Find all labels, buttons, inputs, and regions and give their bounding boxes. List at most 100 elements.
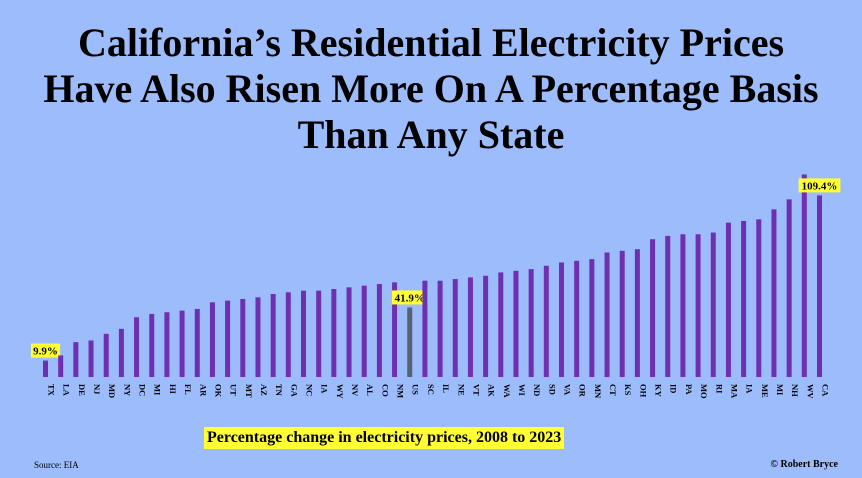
tick-label-nv-20: NV — [350, 384, 360, 397]
bar-sd-33 — [543, 265, 549, 377]
data-label-us: 41.9% — [391, 290, 428, 305]
chart-title: California’s Residential Electricity Pri… — [0, 20, 862, 158]
tick-label-nd-32: ND — [532, 384, 542, 396]
tick-label-ca-51: CA — [821, 384, 831, 397]
source-note: Source: EIA — [34, 460, 79, 470]
tick-label-ny-5: NY — [122, 384, 132, 396]
bar-wv-50 — [801, 174, 807, 377]
bar-pa-42 — [680, 234, 686, 377]
tick-label-al-21: AL — [365, 384, 375, 396]
svg-text:109.4%: 109.4% — [802, 180, 838, 192]
tick-label-wa-30: WA — [502, 384, 512, 399]
bar-md-4 — [103, 333, 109, 377]
tick-label-ia-18: IA — [320, 384, 330, 394]
tick-label-sd-33: SD — [547, 384, 557, 395]
bar-nv-20 — [346, 287, 352, 377]
tick-label-la-1: LA — [62, 384, 72, 397]
bar-nc-17 — [301, 290, 306, 377]
tick-label-de-2: DE — [77, 384, 87, 396]
tick-label-mo-43: MO — [699, 384, 709, 399]
bar-mi-48 — [771, 209, 777, 377]
tick-label-co-22: CO — [380, 384, 390, 397]
bar-ks-38 — [619, 250, 625, 377]
tick-label-or-35: OR — [578, 384, 588, 398]
bar-nd-32 — [528, 269, 534, 377]
title-line-1: California’s Residential Electricity Pri… — [77, 20, 785, 65]
tick-label-nh-49: NH — [790, 384, 800, 397]
data-label-tx: 9.9% — [30, 343, 61, 358]
bar-id-41 — [665, 235, 671, 377]
bar-wy-19 — [331, 289, 337, 377]
tick-label-pa-42: PA — [684, 384, 694, 396]
tick-label-fl-9: FL — [183, 384, 193, 395]
bar-ut-12 — [225, 300, 231, 377]
credit-note: © Robert Bryce — [770, 459, 838, 470]
bar-tx-0 — [43, 360, 48, 377]
tick-label-mi-7: MI — [153, 384, 163, 396]
bar-mt-13 — [240, 298, 246, 377]
tick-label-ks-38: KS — [623, 384, 633, 396]
tick-label-oh-39: OH — [638, 384, 648, 398]
bar-ma-45 — [725, 222, 731, 377]
bar-ct-37 — [604, 252, 610, 377]
data-label-ca: 109.4% — [798, 178, 841, 193]
tick-label-ok-11: OK — [213, 384, 223, 398]
bar-ca-51 — [817, 195, 822, 377]
chart-subtitle: Percentage change in electricity prices,… — [204, 427, 565, 449]
tick-label-dc-6: DC — [138, 384, 148, 396]
tick-label-nc-17: NC — [305, 384, 315, 396]
tick-label-ia-46: IA — [745, 384, 755, 394]
bar-oh-39 — [634, 249, 640, 377]
bar-mn-36 — [589, 259, 595, 377]
tick-label-hi-8: HI — [168, 384, 178, 395]
tick-label-va-34: VA — [563, 384, 573, 396]
bar-hi-8 — [164, 312, 170, 377]
tick-label-tx-0: TX — [47, 384, 57, 397]
tick-label-ut-12: UT — [229, 384, 239, 396]
tick-label-me-47: ME — [760, 384, 770, 398]
bar-us-24 — [407, 307, 413, 377]
tick-label-ct-37: CT — [608, 384, 618, 396]
bar-ny-5 — [118, 328, 124, 377]
bar-sc-25 — [422, 280, 428, 377]
tick-label-md-4: MD — [107, 384, 117, 398]
bar-mo-43 — [695, 234, 701, 377]
bar-il-26 — [437, 280, 443, 377]
bar-nj-3 — [88, 340, 94, 377]
bar-fl-9 — [179, 310, 185, 377]
bar-me-47 — [756, 219, 762, 377]
tick-label-il-26: IL — [441, 384, 451, 393]
bar-or-35 — [574, 260, 580, 377]
bar-de-2 — [73, 342, 79, 377]
bar-ri-44 — [710, 232, 716, 377]
bar-nm-23 — [392, 282, 398, 377]
tick-label-wi-31: WI — [517, 384, 527, 397]
bar-dc-6 — [134, 317, 140, 377]
tick-label-mt-13: MT — [244, 384, 254, 398]
tick-label-wy-19: WY — [335, 384, 345, 399]
title-line-3: Than Any State — [297, 112, 565, 157]
bar-al-21 — [361, 285, 367, 377]
tick-label-nj-3: NJ — [92, 384, 102, 395]
tick-label-mi-48: MI — [775, 384, 785, 396]
tick-label-ne-27: NE — [456, 384, 466, 396]
tick-label-vt-28: VT — [471, 384, 481, 396]
tick-label-ky-40: KY — [654, 384, 664, 397]
tick-label-ga-16: GA — [289, 384, 299, 398]
bar-mi-7 — [149, 313, 155, 377]
bar-la-1 — [58, 355, 64, 377]
bar-ne-27 — [452, 279, 458, 377]
bar-ia-18 — [316, 290, 322, 377]
tick-label-ar-10: AR — [198, 384, 208, 397]
svg-text:41.9%: 41.9% — [395, 292, 425, 304]
svg-text:9.9%: 9.9% — [33, 346, 58, 358]
tick-label-tn-15: TN — [274, 384, 284, 397]
tick-label-wv-50: WV — [805, 384, 815, 400]
bar-va-34 — [559, 262, 564, 377]
tick-label-sc-25: SC — [426, 384, 436, 395]
bar-ga-16 — [285, 292, 291, 377]
bar-ia-46 — [741, 220, 747, 377]
bar-nh-49 — [786, 199, 792, 377]
tick-label-nm-23: NM — [396, 384, 406, 398]
